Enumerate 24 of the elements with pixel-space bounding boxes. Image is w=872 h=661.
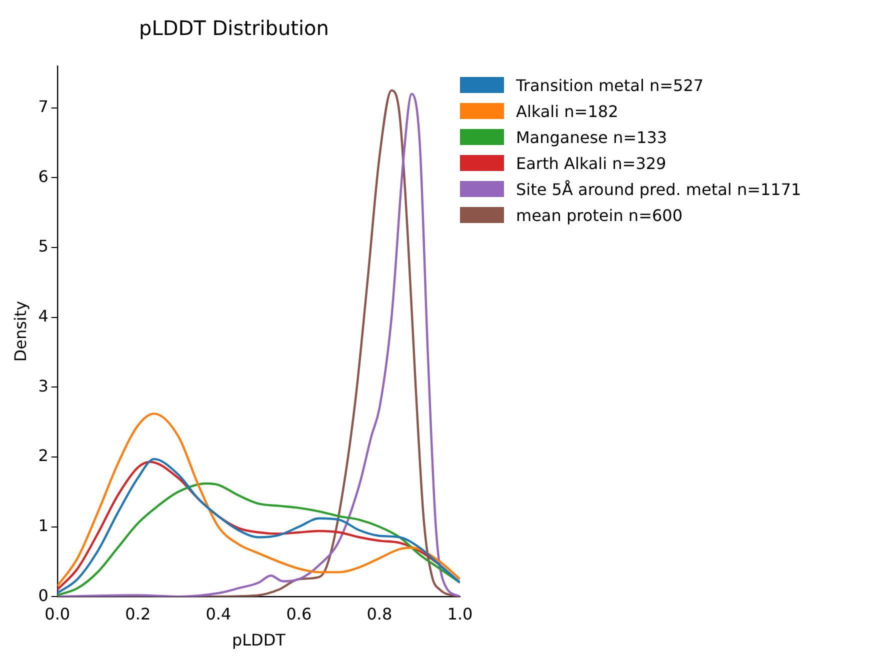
x-tick-label: 1.0 (447, 604, 473, 624)
y-tick-label: 2 (38, 446, 48, 466)
legend-label: Alkali n=182 (516, 102, 618, 120)
legend-label: mean protein n=600 (516, 206, 683, 224)
legend-label: Manganese n=133 (516, 128, 668, 146)
x-axis-title: pLDDT (232, 630, 286, 650)
y-tick-label: 6 (38, 166, 48, 186)
legend-label: Site 5Å around pred. metal n=1171 (516, 180, 802, 198)
y-tick-label: 4 (38, 306, 48, 326)
y-axis-title: Density (10, 300, 30, 362)
x-tick-label: 0.4 (206, 604, 232, 624)
chart-title: pLDDT Distribution (139, 16, 329, 40)
legend-label: Transition metal n=527 (516, 76, 704, 94)
x-tick-label: 0.2 (125, 604, 151, 624)
y-tick-label: 7 (38, 97, 48, 116)
y-tick-label: 3 (38, 376, 48, 396)
y-tick-label: 0 (38, 586, 48, 605)
legend-label: Earth Alkali n=329 (516, 154, 666, 172)
y-tick-label: 5 (38, 236, 48, 256)
x-tick-label: 0.6 (286, 604, 312, 624)
x-tick-label: 0.8 (366, 604, 392, 624)
line-series (57, 412, 460, 588)
y-tick-label: 1 (38, 516, 48, 535)
x-tick-label: 0.0 (44, 604, 70, 624)
